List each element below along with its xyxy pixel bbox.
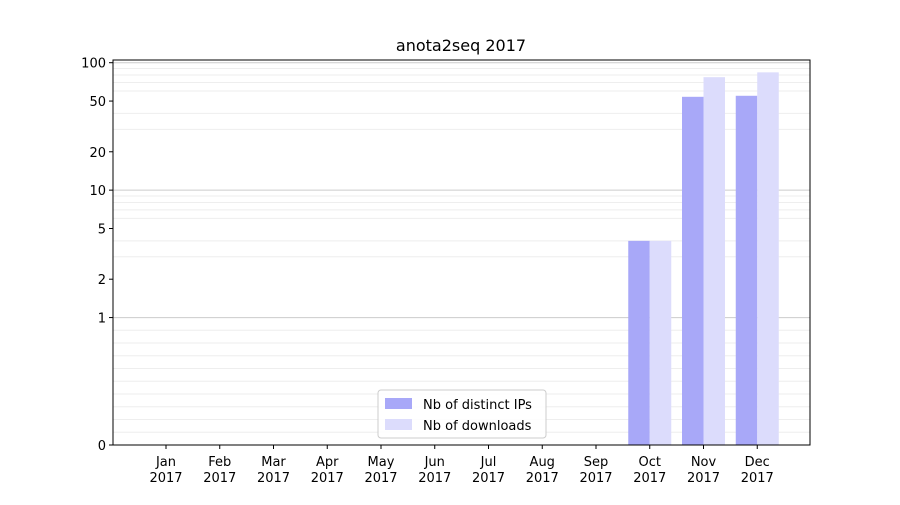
x-tick-label-year: 2017 bbox=[472, 471, 505, 486]
x-tick-label-month: Apr bbox=[316, 455, 339, 470]
y-tick-label: 50 bbox=[89, 95, 106, 110]
legend-label-downloads: Nb of downloads bbox=[423, 419, 532, 434]
x-tick-label-month: May bbox=[368, 455, 395, 470]
x-tick-label-month: Jul bbox=[480, 455, 497, 470]
y-tick-label: 100 bbox=[81, 57, 106, 72]
chart-title: anota2seq 2017 bbox=[396, 36, 526, 55]
plot-frame bbox=[112, 59, 811, 446]
x-tick-label-year: 2017 bbox=[741, 471, 774, 486]
x-tick-label-month: Oct bbox=[639, 455, 661, 470]
bar-downloads-nov bbox=[703, 77, 725, 446]
y-tick-label: 5 bbox=[98, 222, 106, 237]
x-axis-ticks: Jan2017Feb2017Mar2017Apr2017May2017Jun20… bbox=[149, 445, 774, 486]
bar-downloads-dec bbox=[757, 72, 779, 446]
legend-label-distinct-ips: Nb of distinct IPs bbox=[423, 398, 532, 413]
x-tick-label-month: Sep bbox=[584, 455, 609, 470]
x-tick-label-year: 2017 bbox=[149, 471, 182, 486]
legend-swatch-distinct-ips bbox=[385, 398, 412, 409]
x-tick-label-month: Jun bbox=[424, 455, 445, 470]
x-tick-label-month: Mar bbox=[261, 455, 286, 470]
x-tick-label-year: 2017 bbox=[526, 471, 559, 486]
bar-distinct-ips-oct bbox=[628, 240, 650, 445]
x-tick-label-year: 2017 bbox=[257, 471, 290, 486]
x-tick-label-year: 2017 bbox=[364, 471, 397, 486]
x-tick-label-year: 2017 bbox=[633, 471, 666, 486]
x-tick-label-year: 2017 bbox=[311, 471, 344, 486]
legend-box bbox=[377, 389, 547, 439]
bar-distinct-ips-dec bbox=[735, 95, 758, 445]
y-tick-label: 2 bbox=[98, 273, 106, 288]
y-tick-label: 10 bbox=[89, 184, 106, 199]
x-tick-label-year: 2017 bbox=[579, 471, 612, 486]
x-tick-label-month: Jan bbox=[155, 455, 176, 470]
x-tick-label-month: Dec bbox=[745, 455, 770, 470]
x-tick-label-month: Feb bbox=[208, 455, 231, 470]
bars bbox=[628, 72, 779, 446]
x-tick-label-year: 2017 bbox=[203, 471, 236, 486]
x-tick-label-year: 2017 bbox=[418, 471, 451, 486]
y-tick-label: 1 bbox=[98, 312, 106, 327]
bar-downloads-oct bbox=[649, 240, 672, 445]
y-tick-label: 0 bbox=[98, 439, 106, 454]
legend: Nb of distinct IPs Nb of downloads bbox=[377, 389, 547, 439]
legend-swatch-downloads bbox=[385, 419, 412, 430]
y-tick-label: 20 bbox=[89, 146, 106, 161]
y-axis-ticks: 0 1 2 5 10 20 50 100 bbox=[81, 57, 113, 454]
x-tick-label-month: Nov bbox=[691, 455, 717, 470]
x-tick-label-year: 2017 bbox=[687, 471, 720, 486]
bar-distinct-ips-nov bbox=[682, 96, 704, 445]
x-tick-label-month: Aug bbox=[530, 455, 555, 470]
